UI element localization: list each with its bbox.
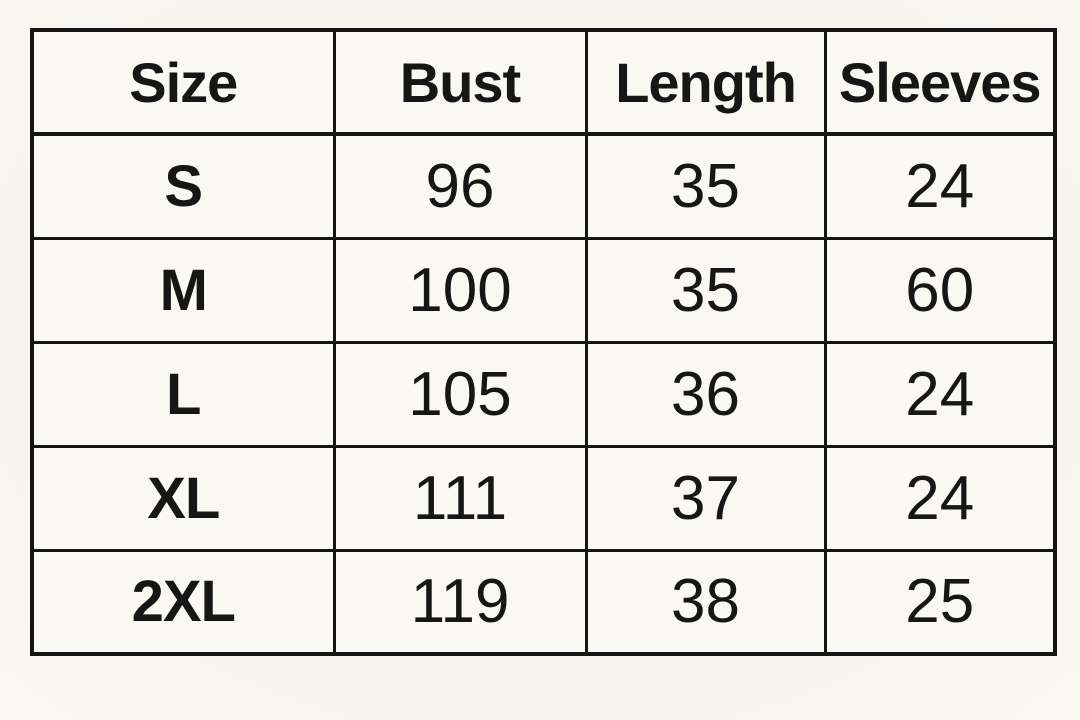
bust-value-cell: 100	[332, 236, 588, 344]
length-value-cell: 35	[584, 236, 827, 344]
size-label-cell: L	[30, 340, 336, 448]
sleeves-value-cell: 25	[823, 548, 1057, 656]
table-row: S 96 35 24	[30, 132, 1057, 240]
size-chart-table: Size Bust Length Sleeves S 96 35 24 M 10…	[30, 28, 1057, 656]
sleeves-value-cell: 24	[823, 444, 1057, 552]
size-label-cell: 2XL	[30, 548, 336, 656]
table-row: M 100 35 60	[30, 236, 1057, 344]
sleeves-value-cell: 24	[823, 340, 1057, 448]
sleeves-value-cell: 24	[823, 132, 1057, 240]
length-value-cell: 37	[584, 444, 827, 552]
column-header-length: Length	[584, 28, 827, 136]
table-row: XL 111 37 24	[30, 444, 1057, 552]
table-row: 2XL 119 38 25	[30, 548, 1057, 656]
table-row: L 105 36 24	[30, 340, 1057, 448]
bust-value-cell: 111	[332, 444, 588, 552]
column-header-bust: Bust	[332, 28, 588, 136]
bust-value-cell: 96	[332, 132, 588, 240]
column-header-sleeves: Sleeves	[823, 28, 1057, 136]
column-header-size: Size	[30, 28, 336, 136]
length-value-cell: 36	[584, 340, 827, 448]
size-label-cell: M	[30, 236, 336, 344]
length-value-cell: 38	[584, 548, 827, 656]
size-label-cell: S	[30, 132, 336, 240]
bust-value-cell: 119	[332, 548, 588, 656]
header-row: Size Bust Length Sleeves	[30, 28, 1057, 136]
sleeves-value-cell: 60	[823, 236, 1057, 344]
size-label-cell: XL	[30, 444, 336, 552]
bust-value-cell: 105	[332, 340, 588, 448]
length-value-cell: 35	[584, 132, 827, 240]
